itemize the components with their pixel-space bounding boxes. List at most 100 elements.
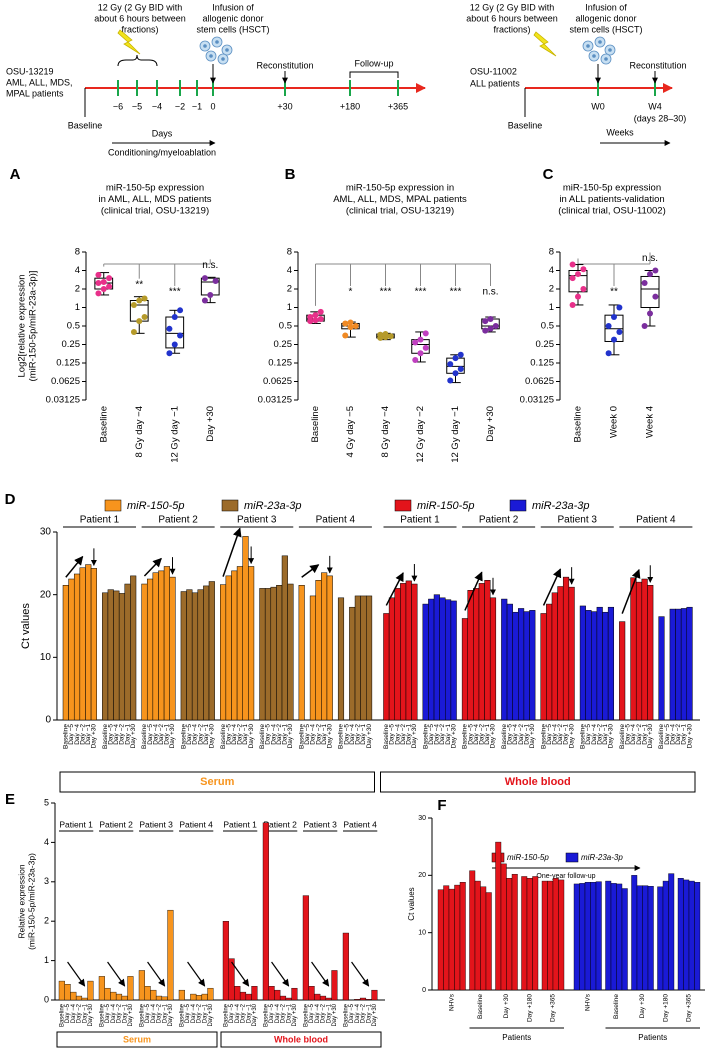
x-tick-label: Day +30 bbox=[568, 724, 575, 749]
bar bbox=[680, 608, 688, 721]
data-point bbox=[616, 328, 623, 335]
x-tick-label: Day −4 bbox=[270, 724, 277, 745]
x-tick-label: Baseline bbox=[658, 724, 665, 749]
x-tick-label: Day −1 bbox=[484, 724, 491, 745]
x-tick-label: Day −2 bbox=[241, 1003, 247, 1023]
x-tick-label: Day −4 bbox=[669, 724, 676, 745]
x-tick-label: Day −5 bbox=[107, 724, 114, 745]
y-tick-label: 30 bbox=[40, 527, 52, 538]
data-point bbox=[569, 261, 576, 268]
bar bbox=[568, 586, 575, 721]
bar bbox=[557, 586, 564, 721]
bar bbox=[287, 583, 294, 721]
chart-title: in AML, ALL, MDS patients bbox=[98, 194, 211, 205]
y-tick-label: 4 bbox=[75, 265, 80, 276]
bar bbox=[110, 991, 117, 1001]
bar bbox=[551, 592, 558, 721]
data-point bbox=[307, 318, 314, 325]
data-point bbox=[106, 283, 113, 290]
x-tick-label: Day −1 bbox=[641, 724, 648, 745]
chart-title: (clinical trial, OSU-13219) bbox=[346, 206, 454, 217]
bar bbox=[354, 595, 361, 721]
x-tick-label: Baseline bbox=[179, 1003, 185, 1027]
y-tick-label: 0.25 bbox=[274, 339, 293, 350]
x-tick-label: Day −5 bbox=[585, 724, 592, 745]
data-point bbox=[580, 286, 587, 292]
data-point bbox=[457, 351, 464, 358]
bar bbox=[546, 603, 553, 721]
x-tick-label: Day −2 bbox=[117, 1003, 123, 1023]
x-tick-label: Day −2 bbox=[79, 724, 86, 745]
y-tick-label: 0.0625 bbox=[51, 376, 80, 387]
bar bbox=[70, 991, 77, 1001]
x-tick-label: Day −4 bbox=[552, 724, 559, 745]
specimen-label: Serum bbox=[200, 776, 234, 788]
data-point bbox=[201, 297, 208, 304]
x-tick-label: Day −5 bbox=[147, 724, 154, 745]
fraction-brace bbox=[117, 54, 158, 67]
bar bbox=[461, 618, 468, 721]
y-tick-label: 2 bbox=[75, 284, 80, 295]
x-tick-label: Baseline bbox=[259, 724, 266, 749]
x-tick-label: Day −4 bbox=[235, 1003, 241, 1023]
patient-label: Patient 4 bbox=[636, 515, 676, 526]
data-point bbox=[136, 297, 143, 304]
trend-arrow bbox=[351, 961, 370, 987]
bar bbox=[518, 608, 525, 721]
y-tick-label: 20 bbox=[418, 872, 426, 879]
x-tick-label: Day −1 bbox=[85, 724, 92, 745]
bar bbox=[616, 883, 623, 991]
data-point bbox=[447, 377, 454, 384]
x-tick-label: Baseline bbox=[223, 1003, 229, 1027]
y-tick-label: 8 bbox=[549, 247, 554, 258]
x-tick-label: Baseline bbox=[619, 724, 626, 749]
data-point bbox=[422, 330, 429, 337]
bar bbox=[469, 870, 476, 991]
bar bbox=[104, 987, 111, 1001]
bar bbox=[163, 566, 170, 721]
group-label: Patients bbox=[638, 1033, 667, 1042]
chart-title: in ALL patients-validation bbox=[559, 194, 664, 205]
x-tick-label: Day +30 bbox=[485, 406, 496, 442]
x-tick-label: Day +30 bbox=[366, 724, 373, 749]
bar bbox=[87, 980, 94, 1001]
y-tick-label: 1 bbox=[44, 955, 49, 965]
bar bbox=[121, 995, 128, 1001]
y-tick-label: 30 bbox=[418, 815, 426, 822]
bar bbox=[688, 880, 695, 991]
data-point bbox=[95, 271, 102, 278]
x-tick-label: Day −4 bbox=[192, 724, 199, 745]
infusion-note: stem cells (HSCT) bbox=[569, 24, 642, 34]
bar bbox=[529, 610, 536, 721]
specimen-box bbox=[56, 1031, 218, 1048]
data-point bbox=[95, 290, 102, 297]
x-tick-label: Day +30 bbox=[88, 1003, 94, 1026]
bar bbox=[585, 610, 592, 721]
data-point bbox=[171, 341, 178, 348]
data-point bbox=[611, 314, 617, 321]
x-tick-label: Day +30 bbox=[372, 1003, 378, 1026]
x-tick-label: Day −5 bbox=[625, 724, 632, 745]
bar bbox=[264, 588, 272, 721]
x-tick-label: Day +30 bbox=[332, 1003, 338, 1026]
bar bbox=[573, 883, 580, 991]
data-point bbox=[312, 317, 319, 324]
bar bbox=[366, 595, 373, 721]
bar bbox=[195, 995, 203, 1001]
bar bbox=[138, 970, 145, 1001]
x-tick-label: Day −4 bbox=[394, 724, 401, 745]
unit-label: Weeks bbox=[606, 127, 634, 137]
y-tick-label: 2 bbox=[287, 284, 292, 295]
y-tick-label: 0.5 bbox=[67, 321, 80, 332]
bar bbox=[473, 588, 480, 721]
x-tick-label: 4 Gy day −5 bbox=[345, 406, 356, 458]
x-tick-label: Day −5 bbox=[185, 1003, 191, 1023]
bar bbox=[657, 886, 664, 991]
x-tick-label: Day −4 bbox=[152, 724, 159, 745]
x-tick-label: Day −2 bbox=[361, 1003, 367, 1023]
bar bbox=[73, 573, 81, 721]
cohort-label: AML, ALL, MDS, bbox=[6, 77, 73, 87]
stem-cell-nucleus bbox=[221, 57, 225, 61]
y-tick-label: 0.25 bbox=[536, 339, 555, 350]
bar bbox=[636, 885, 643, 991]
